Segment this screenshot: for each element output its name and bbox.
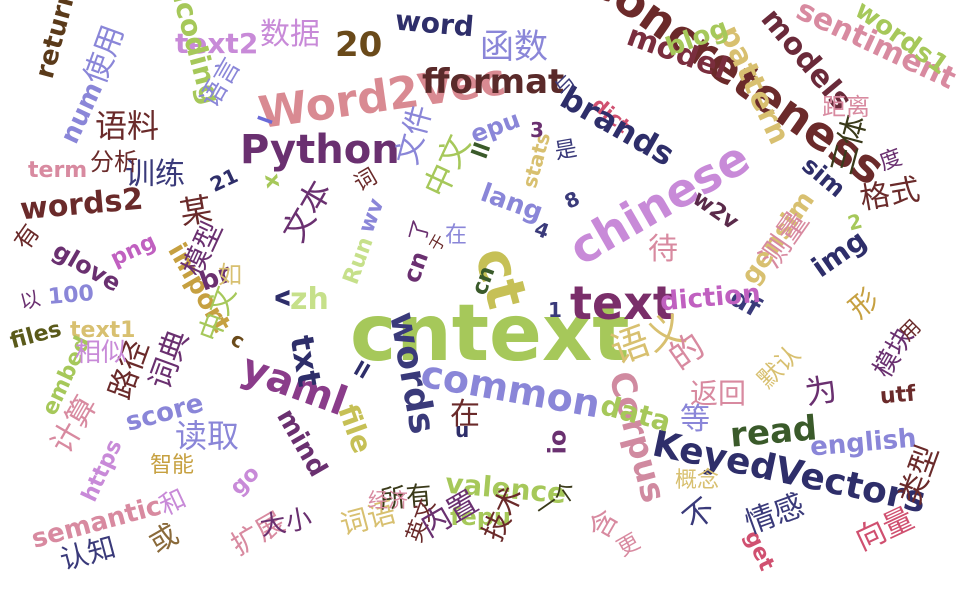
word-61: zh [290,282,329,317]
word-33: https [77,435,128,506]
word-73: 3 [530,118,544,142]
word-68: c [226,326,250,354]
word-67: u [455,418,470,442]
word-44: utf [878,381,917,410]
word-12: fformat [422,62,565,102]
word-62: txt [282,332,329,390]
word-98: 待 [648,232,678,267]
word-38: file [331,400,380,458]
word-133: 距离 [822,93,870,121]
word-69: x [259,171,287,191]
word-101: 返回 [690,377,747,410]
word-60: Run [338,233,379,288]
word-36: go [225,460,265,501]
word-138: 以 [17,285,43,315]
word-110: 相似 [75,338,128,368]
word-127: 情感 [740,487,810,542]
word-20: text2 [175,27,259,60]
word-24: term [28,158,88,183]
word-135: 形 [842,281,886,326]
word-81: 使用 [77,20,132,90]
word-70: v [268,289,299,307]
word-113: 或 [143,517,185,560]
word-116: 大小 [257,503,315,543]
word-96: 是 [552,136,579,165]
word-95: 在 [445,223,468,248]
word-43: english [808,423,918,463]
word-72: 21 [206,163,242,197]
word-40: fepu [450,503,511,531]
word-59: wv [354,195,390,237]
word-102: 为 [801,369,841,413]
word-83: 语料 [95,107,160,145]
word-3: Python [240,127,400,173]
word-107: 词典 [142,325,197,395]
word-93: 如 [218,261,242,289]
word-104: 等 [680,402,710,437]
word-125: 更 [612,529,645,562]
word-48: img [805,223,873,284]
word-105: 在 [450,397,480,432]
word-30: text1 [70,318,136,343]
word-132: 格式 [857,172,923,217]
word-58: cn [397,247,435,287]
word-129: 向量 [850,501,920,559]
word-22: return [29,0,83,82]
word-28: 100 [46,281,95,310]
word-84: 训练 [125,157,185,192]
word-103: 默认 [752,340,806,394]
word-7: text [570,276,675,330]
word-112: 智能 [150,453,195,478]
word-85: 分析 [90,148,138,176]
word-75: 8 [560,186,584,214]
word-42: read [728,408,819,456]
word-140: 经济 [368,488,408,512]
word-126: 不 [676,491,723,538]
word-64: io [543,429,572,455]
word-79: 数据 [260,17,320,52]
word-87: 文本 [274,173,340,249]
word-27: png [106,229,161,272]
word-76: 1 [548,298,562,322]
word-0: cntext [350,289,630,379]
word-50: w2v [687,186,743,236]
word-19: word [393,3,476,44]
word-29: files [7,316,65,355]
word-80: 函数 [480,27,548,67]
word-106: 读取 [175,417,240,455]
word-41: data [597,388,675,439]
word-124: 概念 [675,468,720,493]
word-78: 20 [335,25,383,65]
